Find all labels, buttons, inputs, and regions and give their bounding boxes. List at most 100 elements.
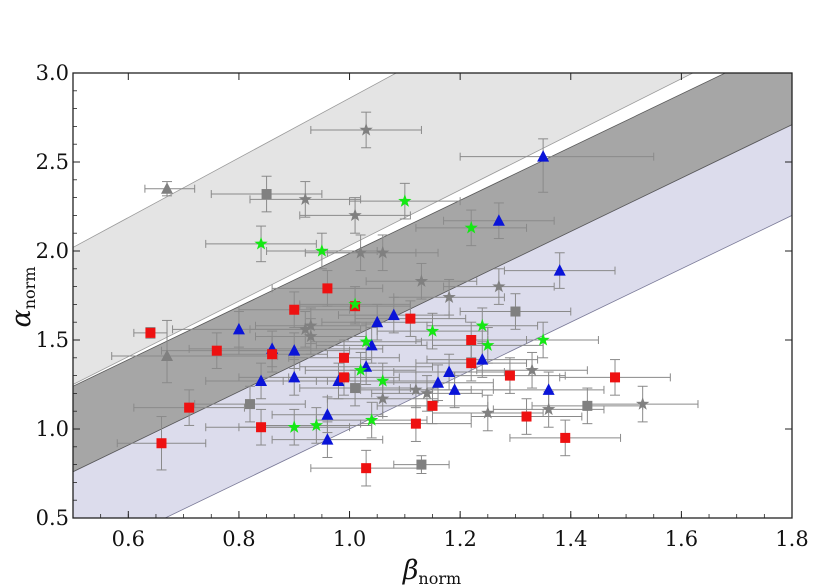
x-tick-label: 1.6 — [665, 527, 698, 551]
star-marker — [398, 194, 412, 207]
square-marker — [610, 372, 621, 383]
error-bar — [459, 138, 655, 193]
y-tick-label: 1.0 — [36, 417, 69, 441]
triangle-marker — [448, 383, 461, 395]
star-marker — [475, 318, 489, 332]
y-tick-label: 3.0 — [36, 61, 69, 85]
x-tick-label: 1.8 — [775, 527, 808, 551]
y-axis-title: αnorm — [6, 267, 39, 328]
x-tick-label: 0.6 — [112, 527, 145, 551]
x-axis-symbol: β — [402, 555, 419, 586]
square-marker — [156, 438, 167, 449]
square-marker — [521, 411, 532, 422]
x-tick-label: 1.2 — [443, 527, 476, 551]
triangle-marker — [387, 308, 400, 321]
triangle-marker — [492, 214, 505, 226]
y-axis-subscript: norm — [20, 267, 39, 310]
square-marker — [244, 399, 255, 410]
square-marker — [410, 418, 421, 429]
y-tick-label: 2.0 — [36, 239, 69, 263]
star-marker — [359, 122, 373, 136]
square-marker — [184, 402, 195, 413]
y-tick-label: 2.5 — [36, 150, 69, 174]
triangle-marker — [232, 322, 245, 335]
square-marker — [466, 335, 477, 345]
star-marker — [348, 297, 362, 311]
triangle-marker — [321, 433, 334, 445]
square-marker — [211, 345, 222, 356]
star-marker — [309, 418, 324, 432]
square-marker — [339, 352, 350, 363]
star-marker — [464, 220, 478, 234]
star-marker — [420, 386, 434, 400]
square-marker — [267, 349, 278, 360]
square-marker — [560, 432, 571, 443]
triangle-marker — [537, 150, 550, 162]
star-marker — [481, 405, 495, 419]
x-tick-label: 1.4 — [554, 527, 587, 551]
triangle-marker — [161, 349, 174, 362]
x-axis-subscript: norm — [418, 569, 461, 588]
square-marker — [145, 327, 156, 338]
square-marker — [582, 400, 593, 411]
star-marker — [304, 318, 318, 332]
star-marker — [442, 290, 456, 303]
star-marker — [536, 333, 550, 346]
star-marker — [636, 397, 650, 410]
star-marker — [365, 413, 379, 426]
square-marker — [510, 306, 521, 317]
x-axis-title: βnorm — [402, 555, 461, 588]
triangle-marker — [288, 370, 301, 383]
star-marker — [409, 382, 423, 396]
triangle-marker — [553, 264, 566, 276]
square-marker — [361, 463, 372, 474]
triangle-marker — [288, 344, 301, 356]
y-tick-label: 1.5 — [36, 328, 69, 352]
star-marker — [481, 338, 495, 351]
star-marker — [376, 391, 390, 405]
star-marker — [298, 192, 312, 206]
star-marker — [414, 274, 429, 287]
square-marker — [405, 313, 416, 324]
y-axis-symbol: α — [6, 309, 37, 327]
square-marker — [256, 422, 267, 433]
y-axis: 0.5 1.0 1.5 2.0 2.5 3.0 — [36, 61, 792, 530]
star-marker — [541, 402, 556, 416]
triangle-marker — [371, 315, 384, 328]
star-marker — [376, 245, 390, 259]
square-marker — [322, 283, 333, 294]
triangle-marker — [255, 374, 268, 386]
triangle-marker — [321, 408, 334, 420]
triangle-marker — [432, 376, 445, 388]
square-marker — [427, 400, 438, 411]
square-marker — [261, 189, 272, 200]
star-marker — [492, 279, 506, 293]
star-marker — [525, 363, 539, 376]
x-tick-label: 1.0 — [333, 527, 366, 551]
triangle-marker — [365, 338, 378, 351]
triangle-marker — [332, 374, 345, 386]
square-marker — [289, 304, 300, 315]
star-marker — [376, 373, 390, 387]
data-markers — [145, 122, 650, 474]
square-marker — [466, 358, 477, 369]
triangle-marker — [443, 365, 456, 378]
square-marker — [339, 372, 350, 383]
star-marker — [315, 244, 329, 257]
dark-gray-band — [73, 73, 792, 473]
star-marker — [298, 322, 312, 335]
light-gray-band — [73, 73, 694, 385]
square-marker — [504, 370, 515, 381]
triangle-marker — [476, 353, 489, 365]
triangle-marker — [161, 182, 174, 194]
star-marker — [425, 324, 440, 337]
square-marker — [350, 383, 361, 394]
star-marker — [353, 245, 368, 259]
x-axis: 0.6 0.8 1.0 1.2 1.4 1.6 1.8 — [72, 73, 809, 551]
star-marker — [348, 208, 362, 222]
star-marker — [287, 420, 301, 433]
star-marker — [254, 236, 268, 250]
star-marker — [359, 334, 373, 348]
